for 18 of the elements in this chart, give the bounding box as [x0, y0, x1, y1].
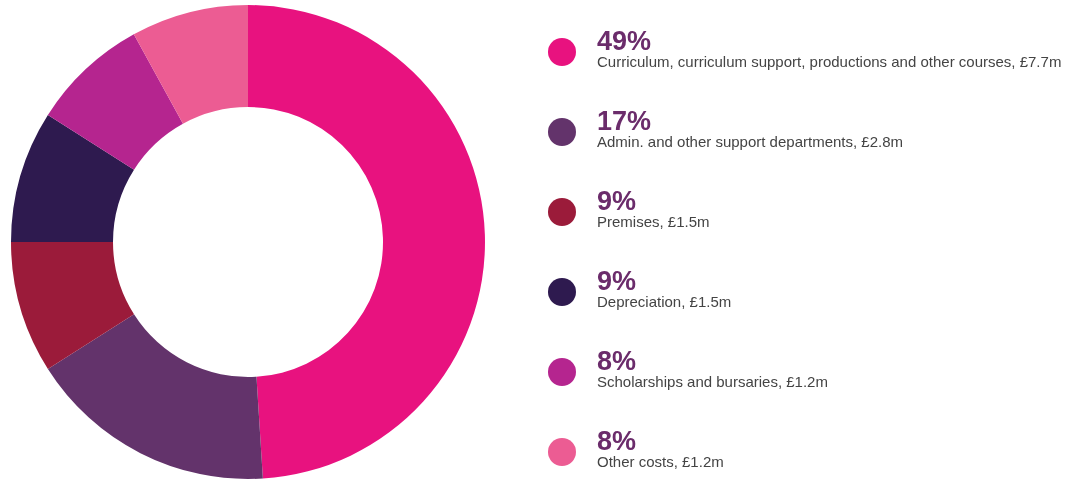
donut-slice: [11, 115, 135, 242]
data-label: 8%: [597, 346, 637, 376]
donut-slice: [47, 314, 263, 479]
data-label: 8%: [597, 426, 637, 456]
donut-slice: [248, 5, 485, 479]
data-label: 9%: [597, 186, 637, 216]
donut-slice: [133, 5, 248, 124]
donut-slice: [11, 242, 135, 369]
legend-label: Admin. and other support departments, £2.8m: [597, 133, 904, 150]
legend-label: Depreciation, £1.5m: [597, 293, 732, 310]
legend-label: Curriculum, curriculum support, productions and other courses, £7.7m: [597, 53, 1062, 70]
legend-label: Other costs, £1.2m: [597, 453, 724, 470]
legend-label: Premises, £1.5m: [597, 213, 710, 230]
data-label: 9%: [597, 266, 637, 296]
data-label: 17%: [597, 106, 652, 136]
legend-label: Scholarships and bursaries, £1.2m: [597, 373, 828, 390]
data-label: 49%: [597, 26, 652, 56]
donut-slice: [47, 34, 183, 170]
